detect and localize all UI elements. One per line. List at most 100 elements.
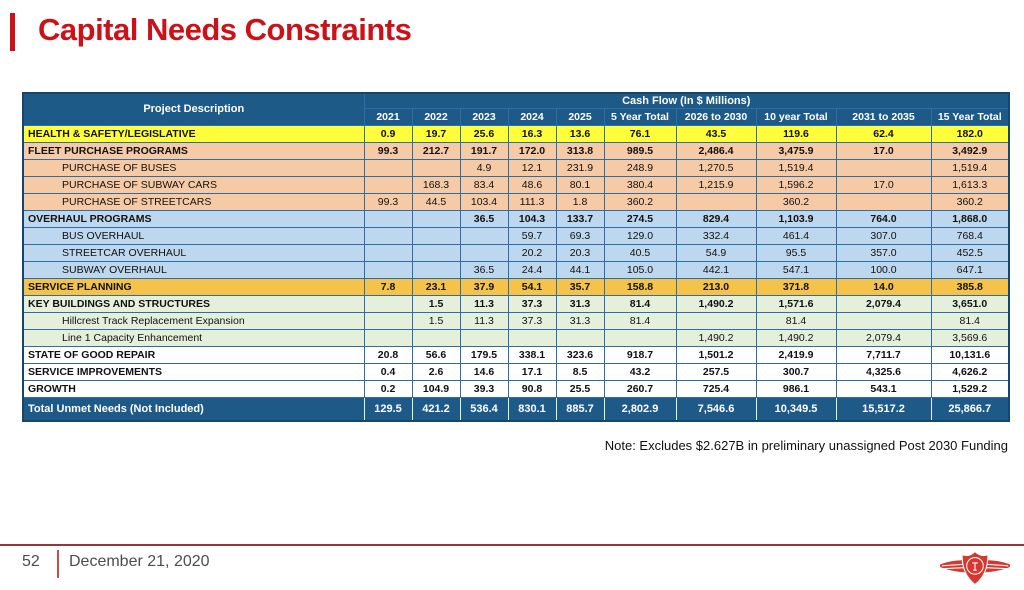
value-cell [555, 328, 605, 347]
total-value-cell: 15,517.2 [835, 396, 932, 422]
row-label: PURCHASE OF BUSES [22, 158, 365, 177]
value-cell: 338.1 [507, 345, 557, 364]
table-row: SERVICE IMPROVEMENTS 0.4 2.6 14.6 17.1 8.5 43.… [22, 362, 1010, 381]
value-cell: 1,519.4 [930, 158, 1010, 177]
value-cell: 7,711.7 [835, 345, 932, 364]
value-cell: 104.9 [411, 379, 461, 398]
value-cell: 768.4 [930, 226, 1010, 245]
funding-note: Note: Excludes $2.627B in preliminary un… [604, 438, 1008, 453]
value-cell: 179.5 [459, 345, 509, 364]
value-cell: 332.4 [675, 226, 757, 245]
row-label: PURCHASE OF STREETCARS [22, 192, 365, 211]
table-row: BUS OVERHAUL 59.7 69.3 129.0 332.4 461.4 307.0… [22, 226, 1010, 245]
total-row-label: Total Unmet Needs (Not Included) [22, 396, 365, 422]
total-value-cell: 129.5 [363, 396, 413, 422]
value-cell: 90.8 [507, 379, 557, 398]
value-cell: 81.4 [603, 294, 677, 313]
value-cell: 307.0 [835, 226, 932, 245]
value-cell: 81.4 [755, 311, 837, 330]
value-cell: 19.7 [411, 124, 461, 143]
total-value-cell: 536.4 [459, 396, 509, 422]
value-cell: 69.3 [555, 226, 605, 245]
table-row: Line 1 Capacity Enhancement 1,490.2 1,490.… [22, 328, 1010, 347]
value-cell: 3,475.9 [755, 141, 837, 160]
header-row-group: Project Description Cash Flow (In $ Milli… [22, 92, 1010, 126]
value-cell: 25.6 [459, 124, 509, 143]
row-label: PURCHASE OF SUBWAY CARS [22, 175, 365, 194]
value-cell: 764.0 [835, 209, 932, 228]
value-cell: 829.4 [675, 209, 757, 228]
value-cell [363, 328, 413, 347]
value-cell [363, 209, 413, 228]
value-cell: 99.3 [363, 192, 413, 211]
value-cell: 2,079.4 [835, 294, 932, 313]
value-cell: 442.1 [675, 260, 757, 279]
value-cell [835, 311, 932, 330]
value-cell: 12.1 [507, 158, 557, 177]
value-cell: 1,490.2 [755, 328, 837, 347]
value-cell: 40.5 [603, 243, 677, 262]
column-header: 15 Year Total [930, 107, 1010, 126]
value-cell: 4,325.6 [835, 362, 932, 381]
value-cell: 16.3 [507, 124, 557, 143]
value-cell: 39.3 [459, 379, 509, 398]
table-row: PURCHASE OF STREETCARS 99.3 44.5 103.4 111.3… [22, 192, 1010, 211]
row-label: Line 1 Capacity Enhancement [22, 328, 365, 347]
column-header: 2025 [555, 107, 605, 126]
value-cell [459, 226, 509, 245]
value-cell: 158.8 [603, 277, 677, 296]
value-cell: 1.8 [555, 192, 605, 211]
value-cell: 44.5 [411, 192, 461, 211]
value-cell: 0.9 [363, 124, 413, 143]
value-cell: 2,079.4 [835, 328, 932, 347]
footer-vertical-divider [57, 550, 59, 578]
row-label: STREETCAR OVERHAUL [22, 243, 365, 262]
header-row-years: 2021 2022 2023 2024 2025 5 Year Total 2026 to … [23, 107, 1010, 126]
value-cell: 81.4 [930, 311, 1010, 330]
value-cell [411, 226, 461, 245]
value-cell: 986.1 [755, 379, 837, 398]
column-header: 2022 [411, 107, 461, 126]
value-cell: 14.0 [835, 277, 932, 296]
value-cell: 360.2 [603, 192, 677, 211]
value-cell [835, 192, 932, 211]
table-row: STATE OF GOOD REPAIR 20.8 56.6 179.5 338.1 32… [22, 345, 1010, 364]
value-cell [363, 260, 413, 279]
value-cell: 80.1 [555, 175, 605, 194]
value-cell: 105.0 [603, 260, 677, 279]
value-cell: 17.1 [507, 362, 557, 381]
total-value-cell: 25,866.7 [930, 396, 1010, 422]
value-cell: 1,596.2 [755, 175, 837, 194]
value-cell: 2,486.4 [675, 141, 757, 160]
value-cell [363, 175, 413, 194]
value-cell: 10,131.6 [930, 345, 1010, 364]
capital-table: Project Description Cash Flow (In $ Milli… [22, 92, 1010, 422]
capital-needs-table-container: Project Description Cash Flow (In $ Milli… [22, 92, 1010, 422]
row-label: KEY BUILDINGS AND STRUCTURES [22, 294, 365, 313]
value-cell: 37.9 [459, 277, 509, 296]
value-cell: 300.7 [755, 362, 837, 381]
value-cell: 103.4 [459, 192, 509, 211]
value-cell: 4.9 [459, 158, 509, 177]
value-cell: 2.6 [411, 362, 461, 381]
table-body: HEALTH & SAFETY/LEGISLATIVE 0.9 19.7 25.6 16… [22, 124, 1010, 422]
value-cell: 313.8 [555, 141, 605, 160]
value-cell: 36.5 [459, 260, 509, 279]
value-cell: 1,613.3 [930, 175, 1010, 194]
value-cell [835, 158, 932, 177]
value-cell [459, 243, 509, 262]
row-label: SUBWAY OVERHAUL [22, 260, 365, 279]
row-label: HEALTH & SAFETY/LEGISLATIVE [22, 124, 365, 143]
value-cell: 212.7 [411, 141, 461, 160]
value-cell: 182.0 [930, 124, 1010, 143]
value-cell: 191.7 [459, 141, 509, 160]
cash-flow-header: Cash Flow (In $ Millions) [363, 92, 1010, 109]
value-cell: 11.3 [459, 294, 509, 313]
value-cell: 357.0 [835, 243, 932, 262]
value-cell: 2,419.9 [755, 345, 837, 364]
value-cell: 1.5 [411, 311, 461, 330]
page-number: 52 [22, 553, 40, 570]
value-cell: 257.5 [675, 362, 757, 381]
value-cell: 1,490.2 [675, 328, 757, 347]
project-description-header: Project Description [22, 92, 365, 126]
